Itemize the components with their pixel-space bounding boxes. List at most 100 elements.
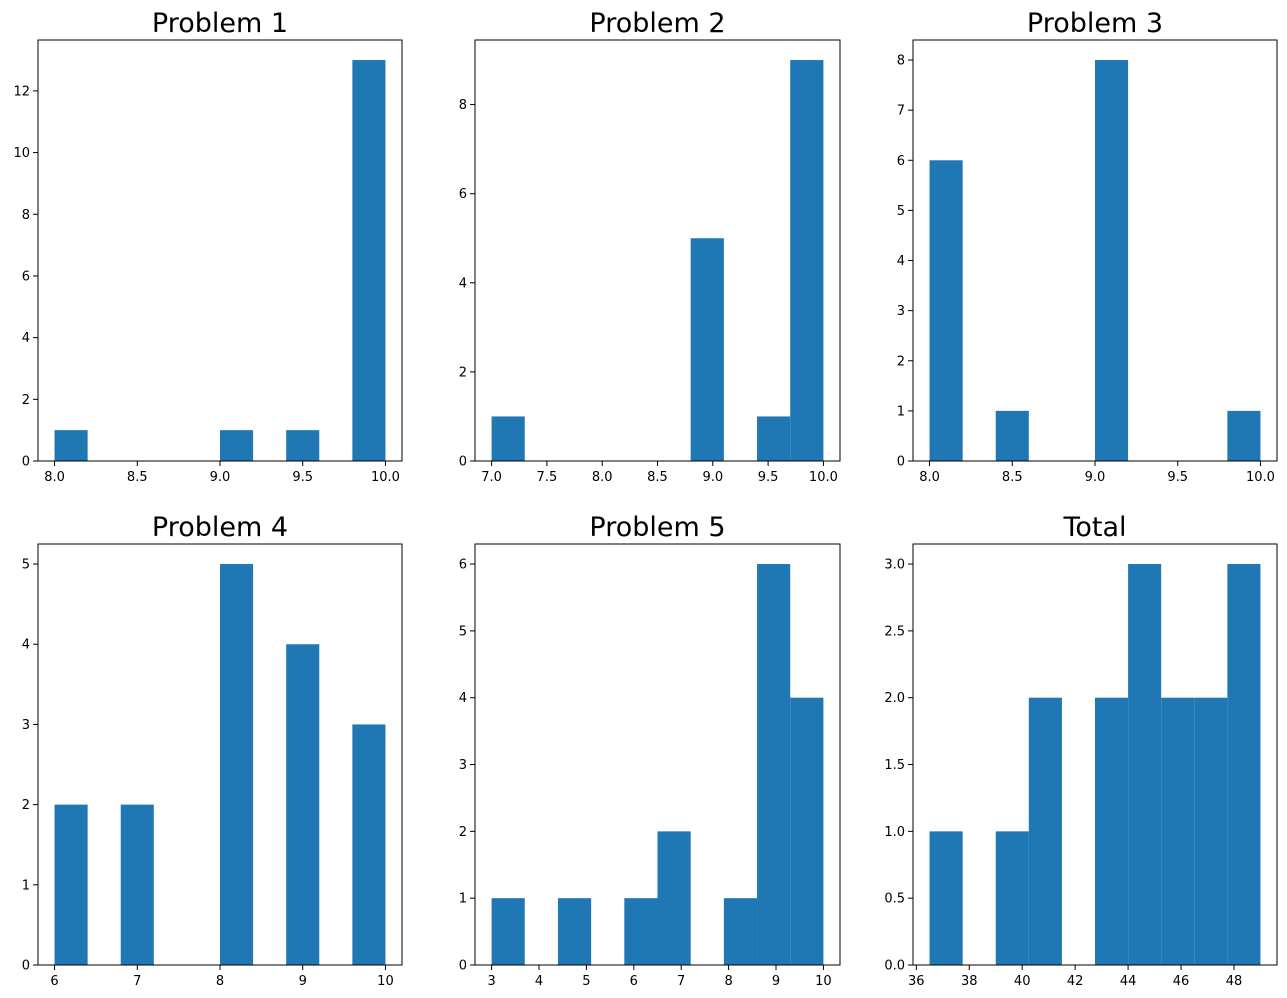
axes-frame bbox=[37, 39, 403, 462]
y-tick-label: 6 bbox=[459, 187, 467, 202]
histogram-bar bbox=[757, 564, 791, 965]
histogram-bar bbox=[1095, 60, 1129, 462]
x-tick-label: 8 bbox=[724, 974, 732, 989]
y-tick-label: 6 bbox=[459, 558, 467, 573]
x-tick-label: 42 bbox=[1067, 974, 1084, 989]
histogram-bar bbox=[220, 430, 254, 461]
histogram-bar bbox=[929, 831, 963, 965]
subplot-5: 3 4 5 6 7 8 9 10 0 1 2 3 4 5 6 Problem 5 bbox=[459, 512, 841, 989]
y-tick-label: 3 bbox=[22, 718, 30, 733]
y-tick-label: 2 bbox=[22, 393, 30, 408]
y-tick-label: 5 bbox=[22, 558, 30, 573]
histogram-bar bbox=[929, 160, 963, 462]
y-tick-label: 2 bbox=[22, 798, 30, 813]
y-tick-label: 0 bbox=[459, 959, 467, 974]
y-tick-label: 8 bbox=[459, 98, 467, 113]
y-tick-label: 2.5 bbox=[884, 624, 905, 639]
x-tick-label: 8.0 bbox=[44, 470, 65, 485]
x-tick-label: 8.5 bbox=[647, 470, 668, 485]
y-tick-label: 4 bbox=[22, 638, 30, 653]
y-tick-label: 3 bbox=[897, 304, 905, 319]
x-tick-label: 36 bbox=[908, 974, 925, 989]
x-tick-label: 10.0 bbox=[1246, 470, 1275, 485]
y-tick-label: 0 bbox=[897, 455, 905, 470]
x-tick-label: 38 bbox=[961, 974, 978, 989]
y-tick-label: 0 bbox=[22, 455, 30, 470]
y-tick-label: 1.0 bbox=[884, 825, 905, 840]
y-tick-label: 2 bbox=[459, 365, 467, 380]
x-tick-label: 10.0 bbox=[371, 470, 400, 485]
subplot-title: Problem 3 bbox=[1027, 8, 1163, 39]
x-tick-label: 48 bbox=[1226, 974, 1243, 989]
x-tick-label: 40 bbox=[1014, 974, 1031, 989]
histogram-bar bbox=[1194, 697, 1228, 965]
histogram-bar bbox=[352, 724, 386, 965]
x-tick-label: 8.0 bbox=[592, 470, 613, 485]
y-tick-label: 12 bbox=[13, 84, 30, 99]
x-tick-label: 9.0 bbox=[1085, 470, 1106, 485]
histogram-bar bbox=[1028, 697, 1062, 965]
subplot-4: 6 7 8 9 10 0 1 2 3 4 5 Problem 4 bbox=[22, 512, 403, 989]
x-tick-label: 3 bbox=[487, 974, 495, 989]
subplot-title: Problem 2 bbox=[589, 8, 725, 39]
y-tick-label: 5 bbox=[897, 204, 905, 219]
x-tick-label: 9 bbox=[299, 974, 307, 989]
histogram-bar bbox=[624, 898, 658, 965]
y-tick-label: 4 bbox=[22, 331, 30, 346]
histogram-bar bbox=[723, 898, 758, 965]
y-tick-label: 0 bbox=[22, 959, 30, 974]
subplot-title: Total bbox=[1062, 512, 1126, 543]
y-tick-label: 1 bbox=[897, 404, 905, 419]
histogram-bar bbox=[557, 898, 592, 965]
histogram-bar bbox=[491, 416, 525, 461]
y-tick-label: 3.0 bbox=[884, 558, 905, 573]
x-tick-label: 4 bbox=[535, 974, 543, 989]
x-tick-label: 7.0 bbox=[481, 470, 502, 485]
y-tick-label: 2 bbox=[459, 825, 467, 840]
histogram-bar bbox=[286, 430, 320, 461]
x-tick-label: 9.0 bbox=[702, 470, 723, 485]
x-tick-label: 6 bbox=[630, 974, 638, 989]
y-tick-label: 6 bbox=[897, 154, 905, 169]
y-tick-label: 3 bbox=[459, 758, 467, 773]
axes-frame bbox=[474, 543, 841, 966]
x-tick-label: 8 bbox=[216, 974, 224, 989]
y-tick-label: 2 bbox=[897, 354, 905, 369]
y-tick-label: 0 bbox=[459, 455, 467, 470]
histogram-bar bbox=[757, 416, 791, 461]
x-tick-label: 10.0 bbox=[809, 470, 838, 485]
subplot-6: 36 38 40 42 44 46 48 0.0 0.5 1.0 1.5 2.0 2.5 3.0 Total bbox=[884, 512, 1278, 989]
y-tick-label: 1.5 bbox=[884, 758, 905, 773]
x-tick-label: 8.5 bbox=[127, 470, 148, 485]
subplot-3: 8.0 8.5 9.0 9.5 10.0 0 1 2 3 4 5 6 7 8 Problem 3 bbox=[897, 8, 1278, 485]
y-tick-label: 1 bbox=[22, 878, 30, 893]
x-tick-label: 10 bbox=[377, 974, 394, 989]
histogram-bar bbox=[1128, 564, 1162, 965]
y-tick-label: 1 bbox=[459, 892, 467, 907]
y-tick-label: 4 bbox=[459, 691, 467, 706]
x-tick-label: 7 bbox=[133, 974, 141, 989]
x-tick-label: 9.5 bbox=[758, 470, 779, 485]
histogram-bar bbox=[790, 60, 824, 462]
subplot-title: Problem 5 bbox=[589, 512, 725, 543]
histogram-bar bbox=[690, 238, 724, 461]
histogram-bar bbox=[1227, 410, 1261, 461]
histogram-bar bbox=[54, 804, 88, 965]
y-tick-label: 0.0 bbox=[884, 959, 905, 974]
x-tick-label: 5 bbox=[582, 974, 590, 989]
x-tick-label: 7 bbox=[677, 974, 685, 989]
y-tick-label: 8 bbox=[897, 54, 905, 69]
x-tick-label: 10 bbox=[815, 974, 832, 989]
axes-frame bbox=[474, 39, 841, 462]
y-tick-label: 8 bbox=[22, 208, 30, 223]
y-tick-label: 2.0 bbox=[884, 691, 905, 706]
subplot-title: Problem 1 bbox=[152, 8, 288, 39]
subplot-title: Problem 4 bbox=[152, 512, 288, 543]
y-tick-label: 4 bbox=[459, 276, 467, 291]
y-tick-label: 10 bbox=[13, 146, 30, 161]
x-tick-label: 6 bbox=[50, 974, 58, 989]
histogram-bar bbox=[657, 831, 691, 965]
x-tick-label: 9.0 bbox=[210, 470, 231, 485]
y-tick-label: 4 bbox=[897, 254, 905, 269]
